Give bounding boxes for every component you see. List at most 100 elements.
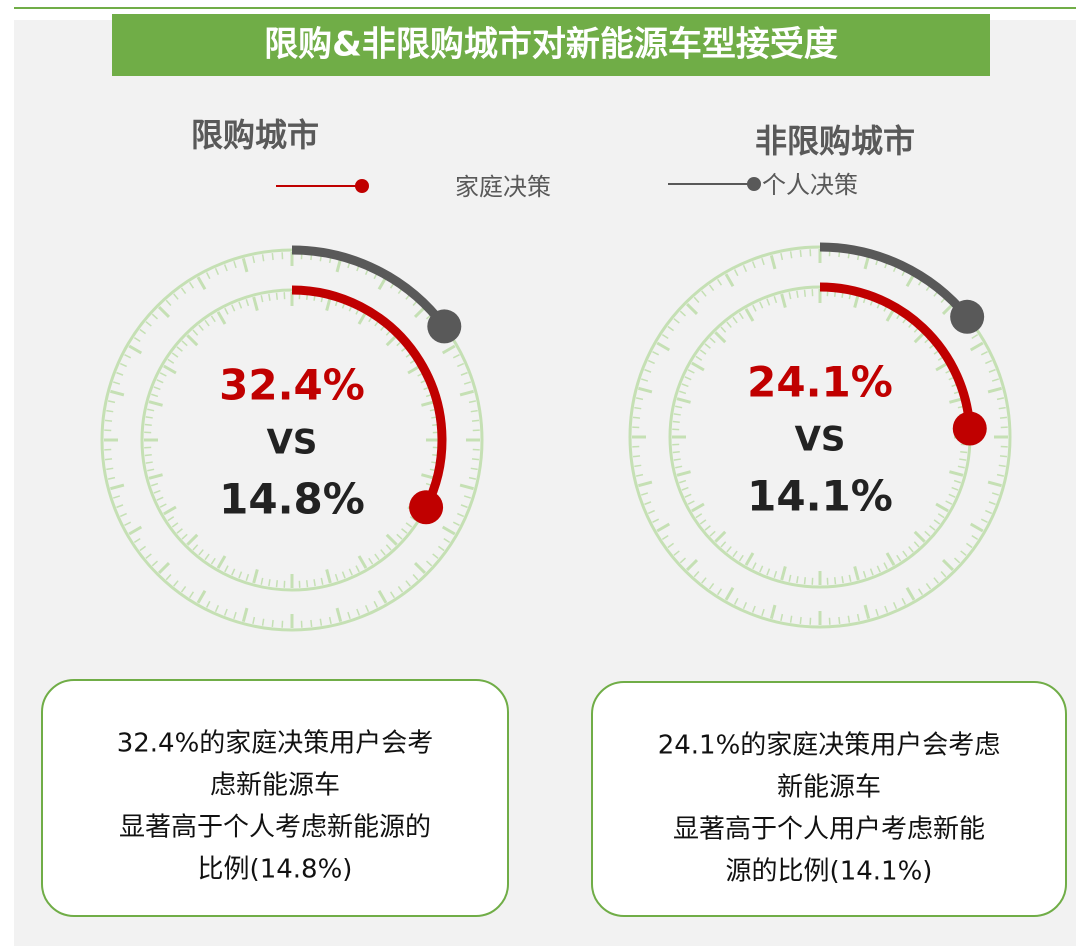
gauge-tick [133, 336, 141, 343]
gauge-tick [116, 504, 124, 509]
gauge-tick [948, 493, 956, 498]
gauge-tick [106, 467, 114, 471]
gauge-tick [676, 397, 691, 404]
gauge-tick [789, 615, 793, 623]
gauge-tick [104, 458, 113, 461]
gauge-tick [471, 419, 480, 422]
gauge-tick [145, 461, 153, 464]
gauge-tick [744, 552, 755, 566]
gauge-end [427, 309, 462, 344]
gauge-tick [374, 553, 380, 561]
gauge-tick [357, 555, 368, 569]
gauge-tick [780, 293, 787, 308]
legend-dot [355, 179, 369, 193]
gauge-tick [684, 376, 692, 381]
gauge-tick [726, 546, 732, 553]
gauge-tick [176, 346, 183, 352]
gauge-tick [260, 577, 264, 585]
gauge-tick [965, 542, 973, 549]
gauge-tick [998, 464, 1006, 468]
gauge-tick [452, 353, 460, 359]
gauge-tick [223, 608, 228, 616]
gauge-tick [385, 544, 392, 551]
vs-label: VS [267, 423, 318, 463]
gauge-tick [231, 568, 236, 576]
gauge-tick [691, 502, 705, 513]
gauge-tick [634, 406, 642, 410]
note-box [41, 679, 509, 917]
gauge-tick [107, 400, 116, 404]
gauge-tick [325, 569, 332, 584]
gauge-tick [752, 562, 757, 570]
gauge-tick [862, 570, 867, 578]
gauge-tick [716, 278, 723, 286]
gauge-tick [632, 455, 641, 458]
gauge-tick [714, 331, 727, 344]
gauge-end [950, 299, 985, 334]
gauge-tick [413, 561, 426, 574]
gauge-tick [216, 311, 227, 325]
note-line: 24.1%的家庭决策用户会考虑 [658, 731, 1001, 761]
gauge-tick [401, 528, 408, 534]
gauge-tick [468, 400, 477, 404]
gauge-tick [726, 321, 732, 328]
gauge-tick [901, 597, 907, 605]
gauge-tick [151, 393, 159, 398]
gauge-tick [153, 386, 161, 391]
gauge-tick [313, 579, 316, 587]
gauge-tick [769, 604, 777, 619]
gauge-tick [988, 501, 996, 506]
gauge-tick [153, 489, 161, 494]
gauge-tick [252, 569, 259, 584]
gauge-tick [106, 409, 114, 413]
gauge-tick [186, 533, 199, 546]
gauge-tick [441, 525, 456, 536]
gauge-tick [701, 290, 707, 297]
gauge-tick [709, 337, 716, 344]
gauge-tick [704, 525, 711, 531]
gauge-tick [139, 328, 147, 335]
gauge-tick [971, 333, 979, 340]
gauge-tick [181, 533, 188, 540]
gauge-tick [347, 611, 351, 620]
gauge-tick [335, 607, 343, 622]
gauge-tick [788, 574, 792, 582]
gauge-tick [638, 480, 653, 488]
gauge-tick [796, 576, 799, 584]
gauge-end [952, 411, 987, 446]
gauge-tick [252, 616, 256, 625]
gauge-tick [945, 500, 953, 505]
gauge-tick [233, 611, 237, 620]
gauge-tick [673, 458, 681, 461]
gauge-tick [459, 389, 474, 397]
gauge-tick [724, 586, 735, 601]
gauge-tick [869, 568, 874, 576]
gauge-tick [210, 557, 216, 565]
gauge-tick [310, 619, 313, 628]
gauge-tick [176, 528, 183, 534]
gauge-tick [205, 272, 211, 280]
gauge-tick [954, 557, 961, 564]
gauge-tick [681, 486, 689, 491]
gauge-tick [759, 301, 764, 309]
gauge-tick [708, 284, 715, 292]
gauge-tick [780, 613, 784, 622]
gauge-tick [684, 493, 692, 498]
gauge-tick [133, 537, 141, 544]
gauge-tick [720, 541, 727, 548]
title-box [112, 14, 990, 76]
gauge-tick [145, 321, 152, 327]
gauge-tick [205, 600, 211, 608]
gauge-tick [708, 582, 715, 590]
gauge-tick [883, 562, 888, 570]
note-line: 新能源车 [777, 773, 881, 803]
gauge-tick [917, 588, 924, 596]
gauge-tick [925, 582, 932, 590]
value-label: 24.1% [747, 358, 893, 407]
note-line: 虑新能源车 [210, 771, 340, 801]
gauge-tick [268, 293, 271, 301]
gauge-tick [204, 319, 210, 327]
gauge-tick [929, 525, 936, 531]
gauge-tick [937, 513, 945, 519]
